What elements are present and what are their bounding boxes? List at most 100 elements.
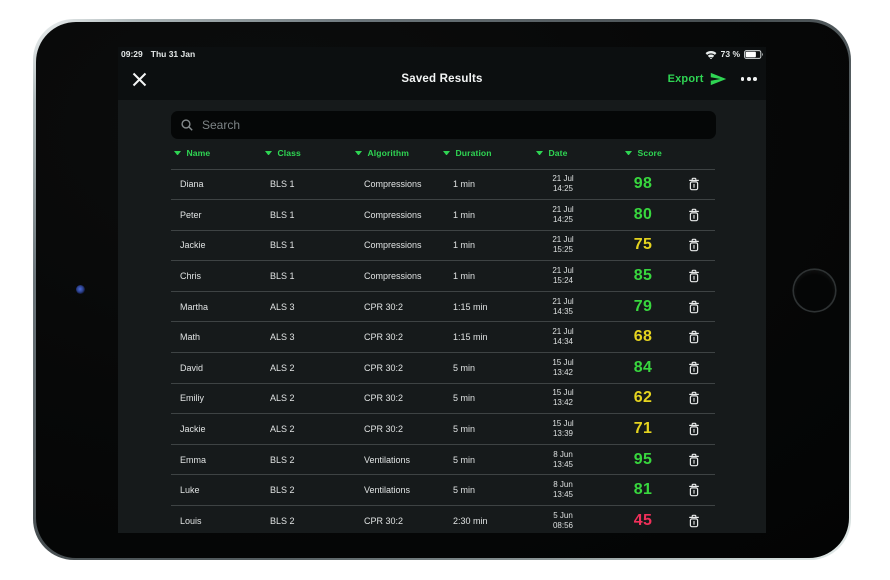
cell-duration: 1:15 min — [453, 332, 488, 343]
battery-icon — [744, 50, 763, 59]
chevron-down-icon — [174, 150, 181, 156]
export-button[interactable]: Export — [668, 72, 727, 86]
search-input[interactable] — [202, 118, 706, 132]
cell-date-day: 15 Jul — [552, 388, 574, 398]
table-row: Luke BLS 2 Ventilations 5 min 8 Jun 13:4… — [171, 474, 715, 505]
status-bar-right: 73 % — [705, 47, 764, 62]
delete-button[interactable] — [687, 268, 702, 285]
cell-date-time: 14:35 — [552, 306, 574, 316]
table-row: David ALS 2 CPR 30:2 5 min 15 Jul 13:42 … — [171, 352, 715, 383]
cell-score: 79 — [633, 297, 653, 315]
column-header-duration[interactable]: Duration — [443, 148, 492, 158]
cell-score: 45 — [633, 511, 653, 529]
cell-date-day: 15 Jul — [552, 357, 574, 367]
export-arrow-icon — [710, 72, 726, 86]
table-row: Emiliy ALS 2 CPR 30:2 5 min 15 Jul 13:42… — [171, 382, 715, 414]
cell-date-time: 15:25 — [552, 245, 574, 255]
cell-date: 21 Jul 14:25 — [552, 174, 573, 194]
table-row: Chris BLS 1 Compressions 1 min 21 Jul 15… — [171, 260, 715, 291]
cell-class: ALS 2 — [270, 393, 295, 404]
close-button[interactable] — [132, 72, 147, 87]
delete-button[interactable] — [687, 237, 702, 254]
cell-date-day: 21 Jul — [552, 174, 574, 184]
cell-duration: 5 min — [453, 424, 476, 435]
cell-date: 15 Jul 13:42 — [552, 388, 573, 408]
cell-duration: 1 min — [453, 179, 476, 190]
cell-score: 95 — [633, 450, 653, 468]
cell-duration: 1 min — [453, 209, 476, 220]
table-row: Emma BLS 2 Ventilations 5 min 8 Jun 13:4… — [171, 443, 715, 475]
delete-button[interactable] — [687, 482, 702, 499]
trash-icon — [689, 269, 699, 283]
cell-score: 81 — [633, 481, 653, 499]
cell-algorithm: Ventilations — [364, 485, 411, 496]
column-header-algorithm[interactable]: Algorithm — [355, 148, 409, 158]
delete-button[interactable] — [687, 390, 702, 407]
chevron-down-icon — [355, 150, 362, 156]
cell-date-time: 08:56 — [552, 520, 574, 530]
cell-date-day: 21 Jul — [552, 327, 574, 337]
cell-date-time: 14:25 — [552, 214, 574, 224]
cell-date: 5 Jun 08:56 — [553, 511, 573, 531]
delete-button[interactable] — [687, 421, 702, 438]
cell-duration: 5 min — [453, 362, 476, 373]
search-bar — [171, 111, 716, 139]
column-header-label: Duration — [455, 148, 492, 158]
cell-duration: 5 min — [453, 454, 476, 465]
chevron-down-icon — [265, 150, 272, 156]
cell-date-time: 13:45 — [552, 459, 574, 469]
cell-date: 21 Jul 14:35 — [552, 297, 573, 317]
column-header-name[interactable]: Name — [174, 148, 210, 158]
delete-button[interactable] — [687, 206, 702, 223]
delete-button[interactable] — [687, 298, 702, 315]
home-button[interactable] — [793, 269, 835, 311]
cell-algorithm: CPR 30:2 — [364, 424, 404, 435]
cell-name: Luke — [180, 485, 200, 496]
cell-duration: 5 min — [453, 485, 476, 496]
cell-name: Peter — [180, 209, 202, 220]
cell-date-day: 21 Jul — [552, 235, 574, 245]
cell-score: 80 — [633, 205, 653, 223]
cell-duration: 2:30 min — [453, 515, 488, 526]
delete-button[interactable] — [687, 512, 702, 529]
cell-class: BLS 1 — [270, 271, 295, 282]
delete-button[interactable] — [687, 176, 702, 193]
column-header-class[interactable]: Class — [265, 148, 301, 158]
app-screen: 09:29 Thu 31 Jan 73 % — [118, 47, 766, 533]
cell-name: Chris — [180, 271, 202, 282]
cell-score: 84 — [633, 358, 653, 376]
column-header-label: Date — [548, 148, 568, 158]
column-header-label: Score — [637, 148, 662, 158]
cell-date-time: 13:39 — [552, 429, 574, 439]
cell-score: 98 — [633, 175, 653, 193]
trash-icon — [689, 361, 699, 375]
cell-date-day: 21 Jul — [552, 266, 574, 276]
search-icon — [181, 119, 193, 131]
tablet-bezel: 09:29 Thu 31 Jan 73 % — [35, 21, 849, 558]
delete-button[interactable] — [687, 359, 702, 376]
cell-name: Emma — [180, 454, 207, 465]
cell-algorithm: Compressions — [364, 179, 422, 190]
cell-date-time: 14:25 — [552, 184, 574, 194]
column-header-label: Name — [186, 148, 211, 158]
delete-button[interactable] — [687, 451, 702, 468]
more-options-button[interactable] — [740, 75, 757, 83]
export-label: Export — [667, 73, 704, 85]
cell-date: 21 Jul 15:25 — [552, 235, 573, 255]
trash-icon — [689, 514, 699, 528]
column-header-score[interactable]: Score — [625, 148, 662, 158]
wifi-icon — [705, 51, 717, 59]
cell-algorithm: Compressions — [364, 240, 422, 251]
cell-score: 62 — [633, 389, 653, 407]
tablet-device: 09:29 Thu 31 Jan 73 % — [33, 19, 851, 560]
cell-date-day: 15 Jul — [552, 419, 574, 429]
cell-score: 75 — [633, 236, 653, 254]
delete-button[interactable] — [687, 329, 702, 346]
battery-percent: 73 % — [720, 49, 740, 59]
cell-date-day: 21 Jul — [552, 204, 574, 214]
cell-date-time: 13:42 — [552, 367, 574, 377]
column-header-date[interactable]: Date — [536, 148, 568, 158]
cell-score: 71 — [633, 420, 653, 438]
cell-date-time: 14:34 — [552, 337, 574, 347]
status-date: Thu 31 Jan — [150, 49, 196, 59]
